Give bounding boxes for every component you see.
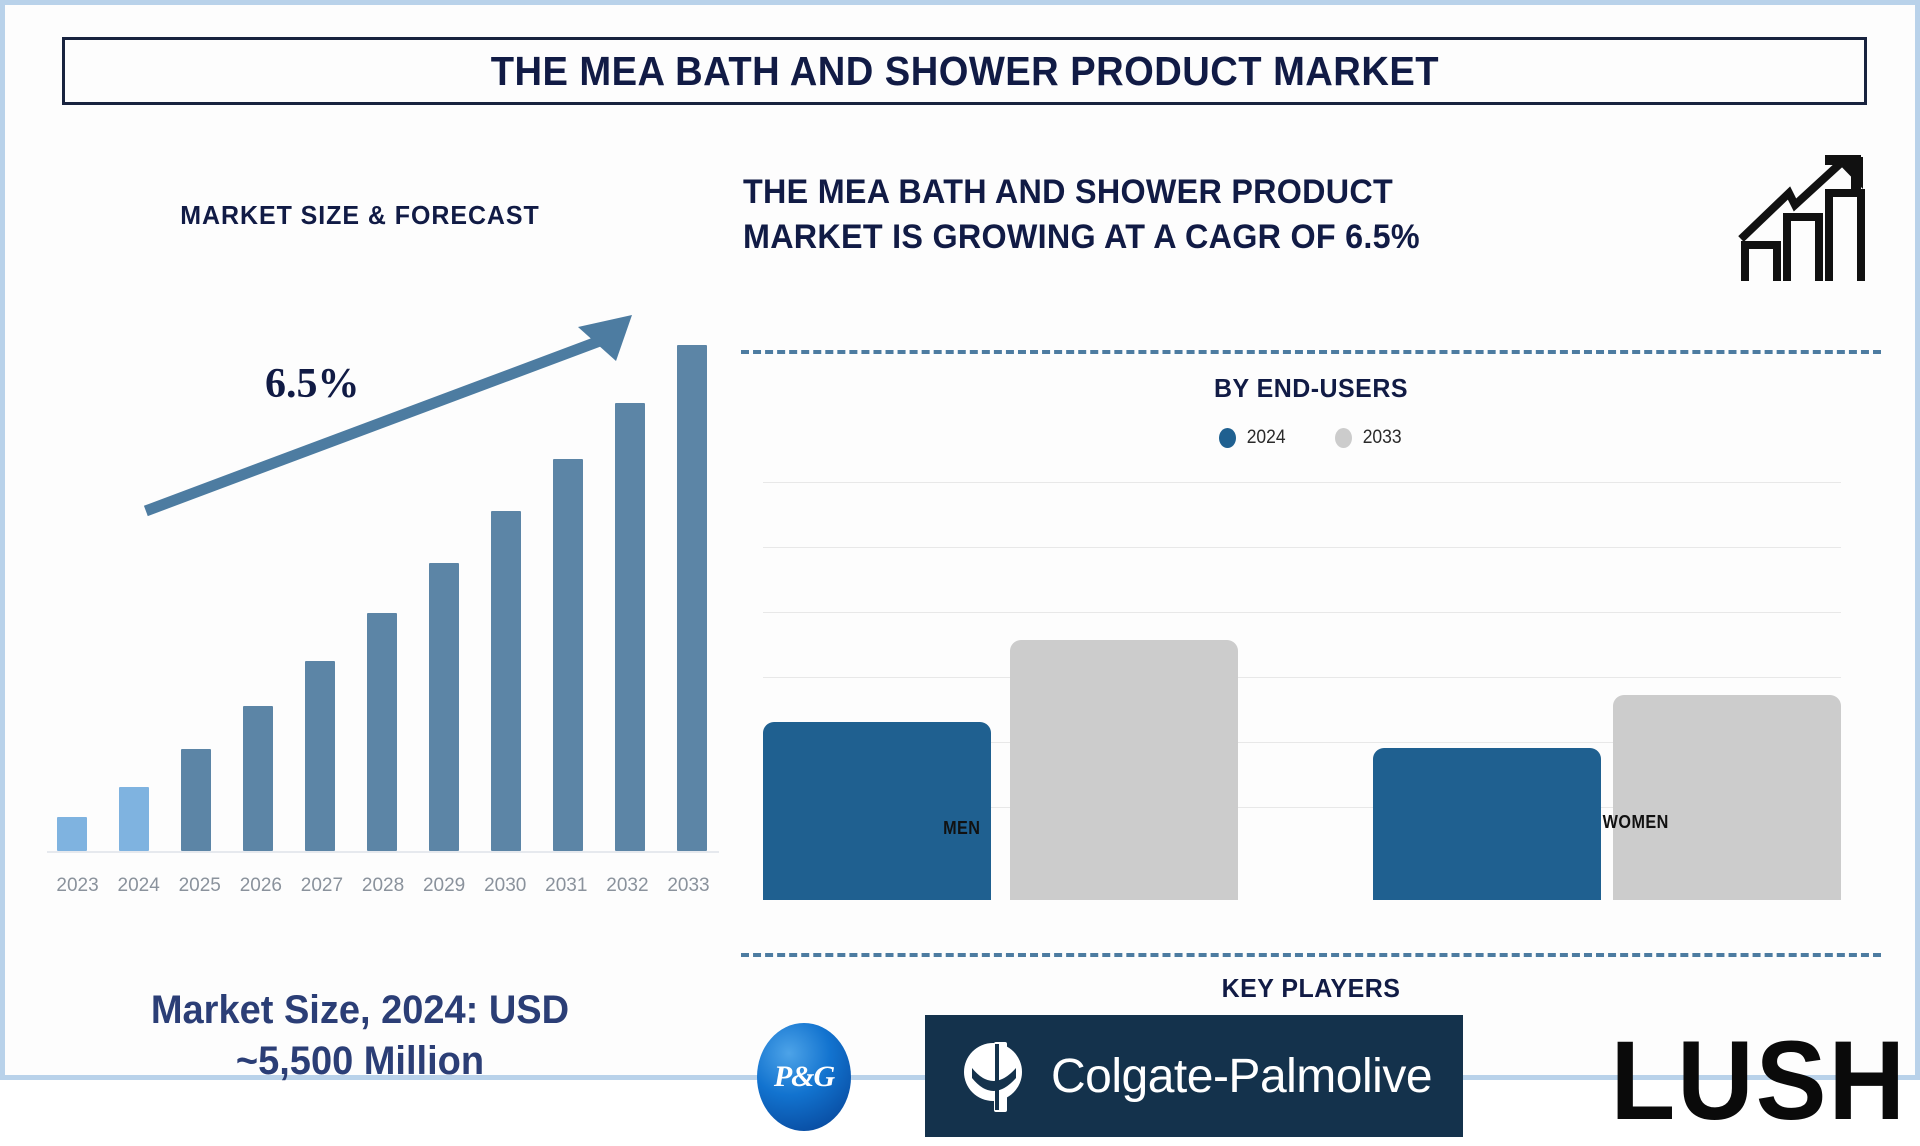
- cagr-headline: THE MEA BATH AND SHOWER PRODUCT MARKET I…: [743, 170, 1627, 260]
- legend-label: 2024: [1246, 427, 1285, 449]
- year-label: 2032: [597, 875, 658, 897]
- year-label: 2025: [169, 875, 230, 897]
- bar-men-2033: [1010, 640, 1238, 900]
- end-users-legend: 2024 2033: [741, 427, 1881, 449]
- market-size-value: Market Size, 2024: USD ~5,500 Million: [23, 985, 698, 1087]
- key-players-logos: P&G Colgate-Palmolive LUSH: [733, 1015, 1913, 1145]
- market-size-panel: MARKET SIZE & FORECAST 6.5% 2023 2024: [5, 115, 715, 1075]
- colgate-logo-text: Colgate-Palmolive: [1051, 1049, 1432, 1104]
- market-size-heading: MARKET SIZE & FORECAST: [19, 200, 701, 231]
- legend-dot-icon: [1335, 428, 1352, 448]
- bar-women-2024: [1373, 748, 1601, 900]
- colgate-cp-mark-icon: [959, 1036, 1037, 1116]
- bar-2030: [491, 511, 521, 851]
- key-players-heading: KEY PLAYERS: [764, 973, 1858, 1004]
- year-label: 2033: [658, 875, 719, 897]
- end-users-heading: BY END-USERS: [764, 373, 1858, 404]
- divider-bottom: [741, 953, 1881, 957]
- year-label: 2029: [414, 875, 475, 897]
- legend-item-2033: 2033: [1335, 427, 1403, 449]
- end-users-bar-chart: MEN WOMEN: [763, 470, 1893, 900]
- gridline: [763, 482, 1841, 483]
- pg-logo-text: P&G: [774, 1060, 834, 1094]
- bar-2026: [243, 706, 273, 851]
- year-label: 2031: [536, 875, 597, 897]
- bar-chart-growth-icon: [1733, 153, 1873, 283]
- year-label: 2026: [230, 875, 291, 897]
- bar-2032: [615, 403, 645, 851]
- bar-2025: [181, 749, 211, 851]
- bar-2024: [119, 787, 149, 851]
- bar-2027: [305, 661, 335, 851]
- bar-2033: [677, 345, 707, 851]
- category-label-women: WOMEN: [1603, 812, 1669, 833]
- year-label: 2023: [47, 875, 108, 897]
- market-size-value-line1: Market Size, 2024: USD: [23, 985, 698, 1036]
- colgate-palmolive-logo: Colgate-Palmolive: [925, 1015, 1463, 1137]
- gridline: [763, 612, 1841, 613]
- page-title-box: THE MEA BATH AND SHOWER PRODUCT MARKET: [62, 37, 1867, 105]
- bar-women-2033: [1613, 695, 1841, 900]
- page-title: THE MEA BATH AND SHOWER PRODUCT MARKET: [490, 48, 1438, 95]
- pg-logo: P&G: [757, 1023, 851, 1131]
- cagr-headline-line1: THE MEA BATH AND SHOWER PRODUCT: [743, 170, 1627, 215]
- year-axis-labels: 2023 2024 2025 2026 2027 2028 2029 2030 …: [47, 875, 719, 897]
- year-label: 2028: [352, 875, 413, 897]
- category-label-men: MEN: [943, 818, 980, 839]
- year-label: 2030: [475, 875, 536, 897]
- divider-top: [741, 350, 1881, 354]
- market-size-value-line2: ~5,500 Million: [23, 1036, 698, 1087]
- bar-men-2024: [763, 722, 991, 900]
- right-panel: THE MEA BATH AND SHOWER PRODUCT MARKET I…: [723, 115, 1920, 1085]
- market-size-bar-chart: 2023 2024 2025 2026 2027 2028 2029 2030 …: [27, 275, 717, 975]
- year-label: 2027: [291, 875, 352, 897]
- gridline: [763, 547, 1841, 548]
- cagr-headline-line2: MARKET IS GROWING AT A CAGR OF 6.5%: [743, 215, 1627, 260]
- chart-baseline: [47, 851, 719, 853]
- bar-2031: [553, 459, 583, 851]
- infographic-frame: THE MEA BATH AND SHOWER PRODUCT MARKET M…: [0, 0, 1920, 1080]
- legend-dot-icon: [1219, 428, 1236, 448]
- lush-logo: LUSH: [1610, 1017, 1907, 1145]
- bar-2029: [429, 563, 459, 851]
- legend-label: 2033: [1363, 427, 1402, 449]
- bar-2023: [57, 817, 87, 851]
- bar-2028: [367, 613, 397, 851]
- gridline: [763, 677, 1841, 678]
- legend-item-2024: 2024: [1219, 427, 1287, 449]
- year-label: 2024: [108, 875, 169, 897]
